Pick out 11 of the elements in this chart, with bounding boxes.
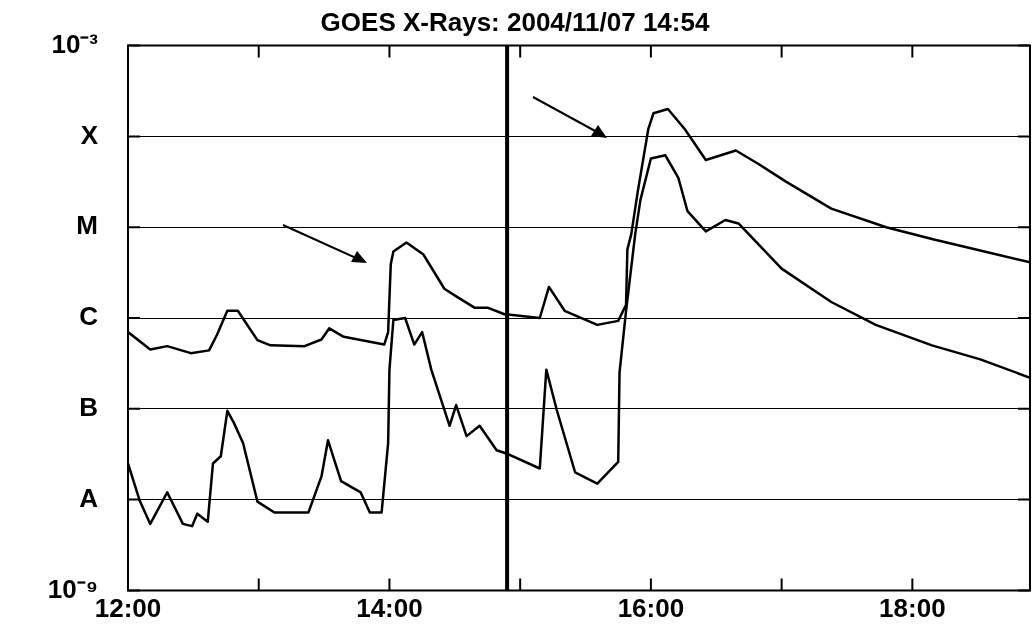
x-tick-label: 12:00 <box>94 593 162 624</box>
y-tick-label: B <box>79 391 98 422</box>
x-tick-label: 14:00 <box>356 593 423 624</box>
y-tick-label: C <box>79 301 99 332</box>
y-tick-label: X <box>80 119 99 150</box>
x-tick-label: 18:00 <box>879 593 946 624</box>
y-tick-label: 10⁻³ <box>51 28 99 59</box>
chart-title: GOES X-Rays: 2004/11/07 14:54 <box>320 7 710 38</box>
y-tick-label: A <box>79 482 99 513</box>
x-tick-label: 16:00 <box>617 593 685 624</box>
y-tick-label: M <box>76 210 98 241</box>
